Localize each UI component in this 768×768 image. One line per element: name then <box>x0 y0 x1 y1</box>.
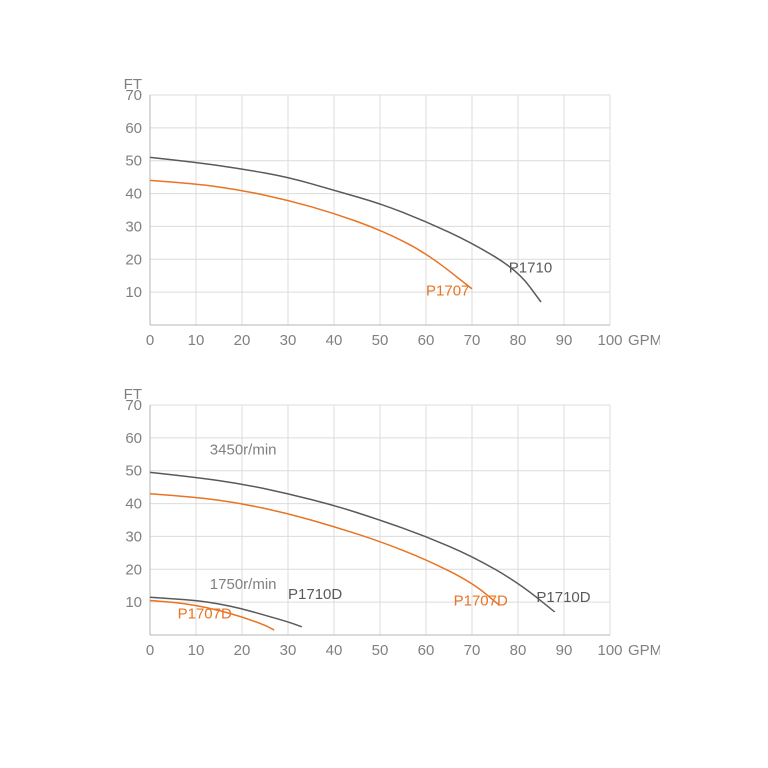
series-label-P1710D_low: P1710D <box>288 586 342 603</box>
y-tick-label: 50 <box>125 153 142 170</box>
x-tick-label: 20 <box>234 642 251 659</box>
x-tick-label: 90 <box>556 642 573 659</box>
y-tick-label: 60 <box>125 120 142 137</box>
y-tick-label: 30 <box>125 218 142 235</box>
x-tick-label: 40 <box>326 642 343 659</box>
series-label-P1710: P1710 <box>509 259 552 276</box>
y-tick-label: 20 <box>125 561 142 578</box>
y-tick-label: 10 <box>125 594 142 611</box>
x-tick-label: 70 <box>464 332 481 349</box>
x-tick-label: 40 <box>326 332 343 349</box>
x-tick-label: 50 <box>372 332 389 349</box>
series-P1710 <box>150 157 541 302</box>
x-tick-label: 0 <box>146 642 154 659</box>
x-tick-label: 30 <box>280 642 297 659</box>
y-tick-label: 40 <box>125 496 142 513</box>
page: 010203040506070809010010203040506070FTGP… <box>0 0 768 768</box>
x-tick-label: 90 <box>556 332 573 349</box>
annotation: 1750r/min <box>210 576 277 593</box>
x-tick-label: 100 <box>597 642 622 659</box>
x-axis-title: GPM <box>628 642 660 659</box>
y-tick-label: 10 <box>125 284 142 301</box>
series-label-P1710D_high: P1710D <box>536 589 590 606</box>
series-label-P1707D_high: P1707D <box>454 592 508 609</box>
y-axis-title: FT <box>124 76 142 93</box>
x-tick-label: 50 <box>372 642 389 659</box>
x-tick-label: 20 <box>234 332 251 349</box>
x-tick-label: 30 <box>280 332 297 349</box>
x-tick-label: 10 <box>188 642 205 659</box>
series-label-P1707: P1707 <box>426 282 469 299</box>
series-label-P1707D_low: P1707D <box>178 606 232 623</box>
y-tick-label: 30 <box>125 528 142 545</box>
x-tick-label: 100 <box>597 332 622 349</box>
x-tick-label: 60 <box>418 642 435 659</box>
chart-top: 010203040506070809010010203040506070FTGP… <box>115 75 660 355</box>
x-tick-label: 80 <box>510 332 527 349</box>
x-axis-title: GPM <box>628 332 660 349</box>
x-tick-label: 60 <box>418 332 435 349</box>
x-tick-label: 10 <box>188 332 205 349</box>
series-P1707 <box>150 180 472 288</box>
y-tick-label: 40 <box>125 186 142 203</box>
chart-bottom: 010203040506070809010010203040506070FTGP… <box>115 385 660 665</box>
annotation: 3450r/min <box>210 441 277 458</box>
y-tick-label: 60 <box>125 430 142 447</box>
x-tick-label: 70 <box>464 642 481 659</box>
y-tick-label: 50 <box>125 463 142 480</box>
y-axis-title: FT <box>124 386 142 403</box>
x-tick-label: 80 <box>510 642 527 659</box>
x-tick-label: 0 <box>146 332 154 349</box>
y-tick-label: 20 <box>125 251 142 268</box>
